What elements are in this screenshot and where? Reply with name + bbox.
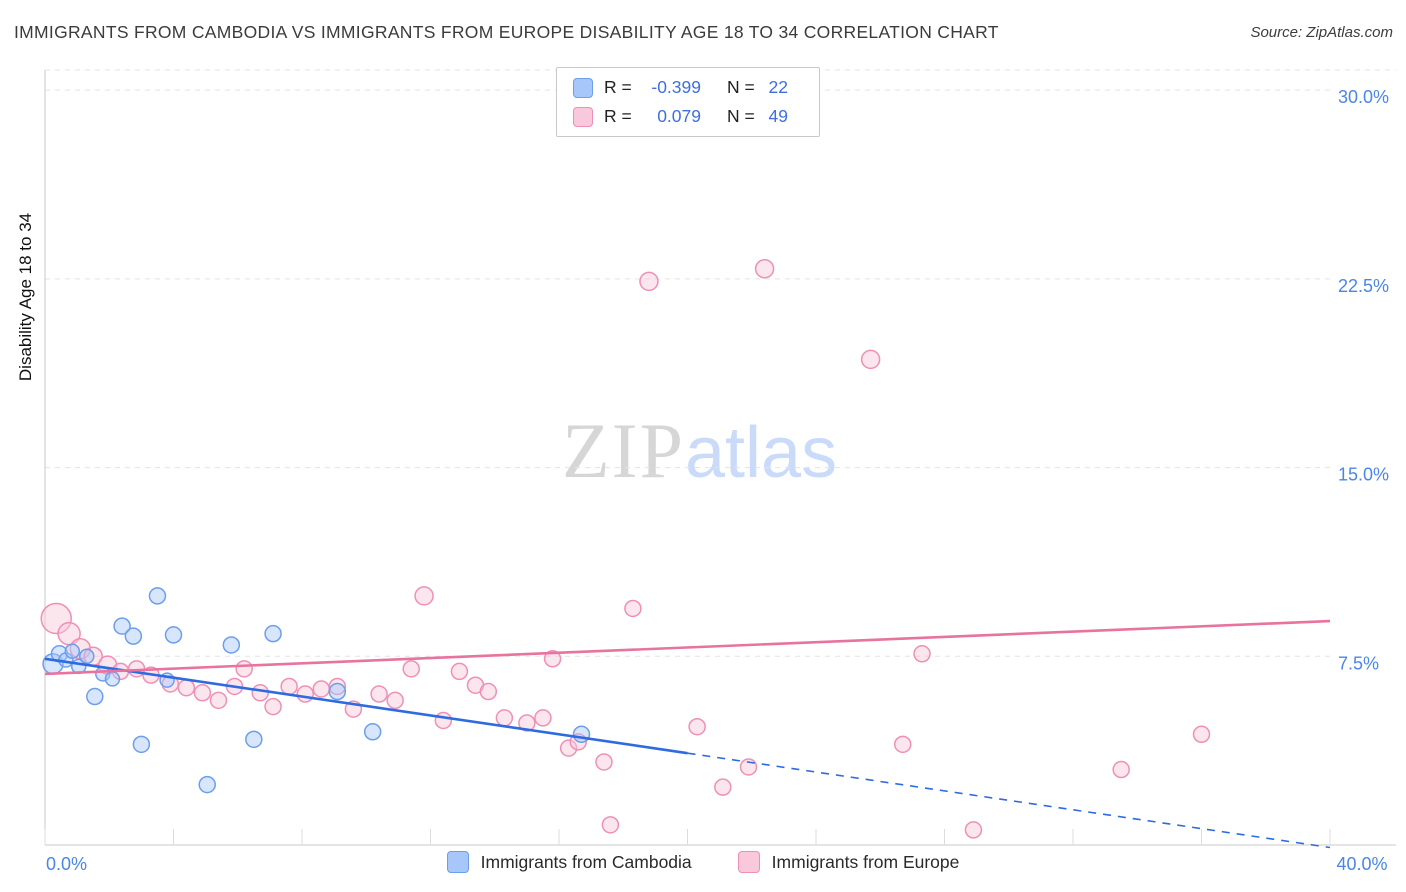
cambodia-swatch xyxy=(573,77,593,98)
r-value-cambodia: -0.399 xyxy=(651,77,701,97)
europe-point xyxy=(543,650,562,668)
watermark-atlas: atlas xyxy=(685,413,838,493)
europe-point xyxy=(754,259,775,279)
page-title: IMMIGRANTS FROM CAMBODIA VS IMMIGRANTS F… xyxy=(14,22,999,42)
europe-point xyxy=(479,682,498,701)
cambodia-point xyxy=(222,636,241,654)
europe-point xyxy=(264,697,282,716)
cambodia-point xyxy=(363,723,382,741)
europe-point xyxy=(193,684,212,702)
europe-point xyxy=(893,735,912,754)
europe-point xyxy=(601,816,620,834)
europe-swatch xyxy=(573,106,593,127)
europe-point xyxy=(312,680,331,698)
n-value-europe: 49 xyxy=(768,106,788,126)
europe-point xyxy=(860,349,881,370)
europe-point xyxy=(386,691,404,710)
x-max-label: 40.0% xyxy=(1336,854,1387,874)
trend-line-dashed xyxy=(687,752,1331,849)
cambodia-point xyxy=(198,775,216,794)
r-label-cambodia: R = xyxy=(604,77,632,97)
europe-point xyxy=(434,711,453,730)
europe-legend-swatch xyxy=(737,851,760,873)
cambodia-point xyxy=(245,730,263,749)
europe-point xyxy=(296,685,314,703)
chart-legend: Immigrants from Cambodia Immigrants from… xyxy=(0,851,1406,873)
cambodia-point xyxy=(264,624,282,643)
cambodia-point xyxy=(572,725,591,744)
europe-point xyxy=(1192,725,1211,744)
watermark: ZIP atlas xyxy=(562,406,837,496)
y-tick-label: 30.0% xyxy=(1338,87,1389,107)
trend-line-solid xyxy=(44,657,688,755)
y-axis-title: Disability Age 18 to 34 xyxy=(16,212,35,382)
europe-point xyxy=(559,739,578,757)
cambodia-point xyxy=(64,643,81,659)
x-min-label: 0.0% xyxy=(46,854,87,874)
europe-point xyxy=(624,599,642,618)
europe-legend-label: Immigrants from Europe xyxy=(771,851,960,872)
europe-point xyxy=(639,271,659,292)
europe-point xyxy=(370,685,388,703)
source-attribution: Source: ZipAtlas.com xyxy=(1250,24,1393,41)
europe-point xyxy=(450,662,469,681)
europe-point xyxy=(40,602,72,635)
europe-point xyxy=(595,753,613,771)
europe-point xyxy=(913,645,931,663)
cambodia-point xyxy=(86,687,104,706)
n-label-cambodia: N = xyxy=(727,77,755,97)
europe-point xyxy=(251,684,269,702)
cambodia-point xyxy=(124,627,143,645)
n-label-europe: N = xyxy=(727,106,755,126)
europe-point xyxy=(235,660,253,678)
europe-point xyxy=(328,677,347,696)
cambodia-point xyxy=(148,587,167,605)
europe-point xyxy=(534,709,552,727)
trend-line-solid xyxy=(44,619,1331,676)
watermark-zip: ZIP xyxy=(562,407,685,494)
r-label-europe: R = xyxy=(604,106,632,126)
cambodia-point xyxy=(79,648,95,665)
correlation-stats-box: R = -0.399 N = 22 R = 0.079 N = 49 xyxy=(556,67,820,137)
cambodia-point xyxy=(328,682,347,701)
legend-item-europe: Immigrants from Europe xyxy=(737,851,960,873)
europe-point xyxy=(280,677,298,696)
legend-item-cambodia: Immigrants from Cambodia xyxy=(446,851,692,873)
stats-row-cambodia: R = -0.399 N = 22 xyxy=(573,76,803,99)
cambodia-legend-label: Immigrants from Cambodia xyxy=(480,851,692,872)
r-value-europe: 0.079 xyxy=(657,106,701,126)
cambodia-point xyxy=(164,626,183,644)
stats-row-europe: R = 0.079 N = 49 xyxy=(573,105,803,128)
cambodia-legend-swatch xyxy=(446,851,469,873)
y-tick-label: 15.0% xyxy=(1338,465,1389,485)
europe-point xyxy=(688,717,706,736)
europe-point xyxy=(209,691,228,710)
cambodia-point xyxy=(113,617,131,635)
n-value-cambodia: 22 xyxy=(768,77,788,97)
europe-point xyxy=(177,678,196,697)
europe-point xyxy=(964,821,983,839)
europe-point xyxy=(518,714,536,732)
europe-point xyxy=(402,660,420,678)
cambodia-point xyxy=(132,735,151,754)
europe-point xyxy=(714,778,732,796)
europe-point xyxy=(1112,760,1130,779)
europe-point xyxy=(414,586,434,606)
europe-point xyxy=(495,709,514,727)
y-tick-label: 22.5% xyxy=(1338,276,1389,296)
y-tick-label: 7.5% xyxy=(1338,653,1379,673)
cambodia-point xyxy=(104,671,121,687)
